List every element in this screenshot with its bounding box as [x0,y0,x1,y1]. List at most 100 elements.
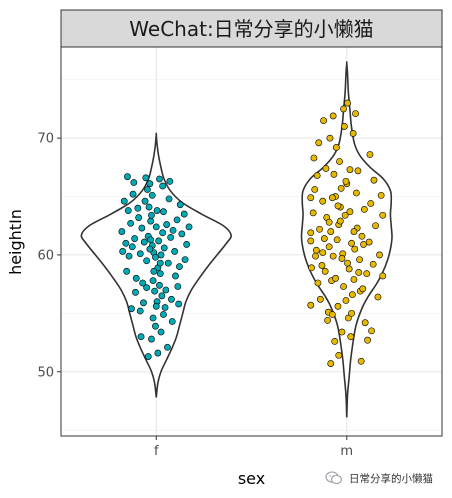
data-point-f [132,274,140,282]
data-point-m [340,283,347,290]
axes: 50 60 70 f m [37,132,353,459]
data-point-f [144,353,152,360]
data-point-f [172,272,179,280]
data-point-m [307,237,315,245]
data-point-m [360,205,368,213]
violin-m [300,61,393,418]
data-point-f [122,239,130,247]
data-point-m [376,251,383,259]
data-point-f [148,335,155,343]
x-tick-label: f [154,444,159,459]
data-point-f [136,250,144,258]
data-point-m [316,295,324,303]
data-point-f [152,223,160,231]
data-point-f [140,299,147,307]
data-point-m [328,194,336,202]
data-point-f [124,173,131,181]
data-point-m [361,319,369,327]
data-point-m [307,229,315,237]
data-point-m [342,177,350,185]
data-point-f [175,300,183,308]
data-point-m [351,245,359,253]
data-point-f [165,195,173,203]
data-point-f [143,257,151,265]
data-point-m [340,123,348,130]
data-point-m [316,225,323,233]
data-point-f [154,349,162,357]
plot-panel-border [60,46,443,437]
data-point-f [181,256,189,264]
data-point-m [358,232,366,240]
x-tick-label: m [340,444,353,459]
data-point-f [164,343,171,351]
data-point-f [120,197,128,205]
data-point-f [163,221,171,228]
data-point-f [127,219,135,227]
data-point-m [348,291,356,299]
data-point-m [341,211,349,219]
data-point-m [319,249,327,256]
data-point-f [158,292,166,300]
y-tick-label: 60 [37,248,54,263]
data-point-f [168,318,176,325]
watermark-text: 日常分享的小懒猫 [349,472,433,485]
data-point-m [355,269,363,276]
data-point-f [162,286,170,294]
data-point-m [334,302,342,310]
data-point-f [152,253,159,261]
data-point-m [365,238,373,246]
data-point-f [123,267,131,275]
data-point-f [156,175,163,183]
data-point-f [148,211,155,219]
data-point-f [146,180,154,188]
data-point-f [138,224,146,232]
data-point-f [157,251,165,259]
data-point-f [132,288,139,296]
data-point-m [348,309,355,317]
data-point-f [174,283,182,290]
data-point-f [143,284,151,292]
data-point-m [374,293,382,301]
data-point-m [348,239,355,247]
data-point-f [171,248,179,255]
data-point-m [344,314,352,322]
data-point-f [151,287,159,295]
data-point-m [370,176,378,184]
data-point-f [153,207,161,214]
data-point-f [137,333,145,341]
data-point-f [139,279,147,287]
data-point-f [134,204,142,212]
title-strip [60,9,443,48]
data-point-f [156,281,163,289]
data-point-m [360,241,367,248]
data-point-m [325,243,333,251]
data-point-m [345,265,353,273]
y-tick-label: 50 [37,365,54,380]
data-point-m [366,151,374,158]
data-point-f [166,177,174,185]
data-point-f [167,234,175,241]
data-point-f [155,237,163,245]
data-point-m [344,99,351,107]
data-point-f [128,305,135,313]
data-point-m [322,165,330,172]
data-point-f [183,241,191,248]
data-point-m [326,134,334,142]
data-point-m [359,285,367,293]
data-point-f [118,228,126,235]
data-point-m [327,228,335,235]
data-point-m [354,167,362,175]
data-point-m [346,166,354,174]
data-point-m [356,256,363,264]
data-point-m [328,311,336,318]
data-point-f [152,302,160,310]
data-point-m [347,333,355,341]
data-point-m [308,264,315,272]
data-point-m [312,252,319,260]
data-point-f [168,295,175,303]
data-point-f [178,230,186,238]
data-point-f [159,229,167,237]
data-point-f [135,214,143,221]
data-point-m [307,194,315,202]
